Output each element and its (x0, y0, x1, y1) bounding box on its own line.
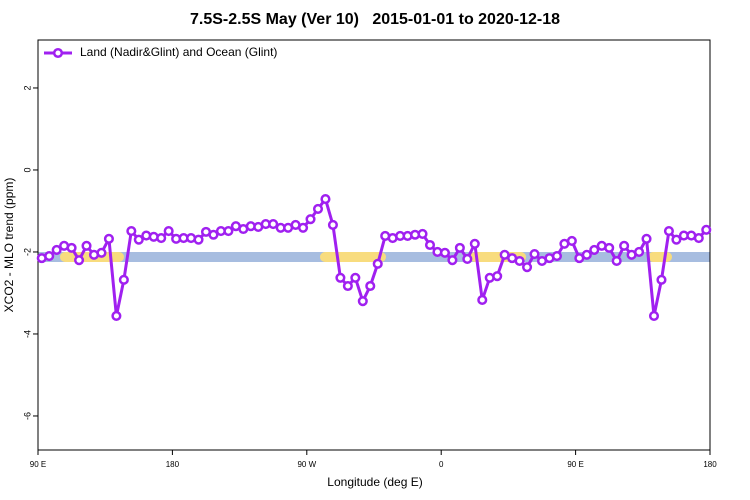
x-tick-label: 90 W (297, 460, 316, 469)
data-point (656, 274, 667, 285)
data-point (589, 244, 600, 255)
x-tick-label: 0 (439, 460, 444, 469)
data-point (447, 255, 458, 266)
y-tick-label: -6 (22, 412, 32, 420)
data-point (462, 253, 473, 264)
data-point (424, 239, 436, 251)
data-point (342, 280, 353, 292)
data-point (492, 271, 503, 282)
data-point (118, 274, 129, 285)
data-point (156, 232, 167, 244)
data-point (581, 249, 592, 260)
data-point (208, 229, 219, 240)
y-tick-label: -2 (22, 248, 32, 256)
x-tick-label: 90 E (567, 460, 583, 469)
data-point (327, 219, 338, 230)
chart-title: 7.5S-2.5S May (Ver 10) 2015-01-01 to 202… (190, 11, 560, 28)
data-point (551, 251, 562, 262)
plot-frame (37, 39, 711, 451)
data-point (417, 228, 428, 239)
data-point (701, 224, 712, 235)
data-point (268, 219, 279, 230)
data-point (663, 226, 674, 237)
data-point (357, 296, 368, 307)
data-point (305, 214, 316, 225)
data-point (522, 262, 533, 273)
data-point (51, 244, 62, 255)
data-point (611, 255, 622, 267)
data-point (477, 294, 488, 305)
data-point (350, 272, 361, 283)
legend-marker (52, 47, 64, 59)
data-point (193, 234, 204, 245)
data-point (96, 247, 107, 258)
y-tick-label: -4 (22, 330, 32, 338)
data-point (372, 258, 383, 269)
data-point (648, 310, 660, 321)
y-tick-label: 0 (22, 167, 32, 172)
data-point (133, 234, 144, 245)
data-point (74, 255, 85, 266)
data-point (44, 251, 55, 262)
legend-label: Land (Nadir&Glint) and Ocean (Glint) (80, 45, 277, 59)
data-point (439, 247, 450, 258)
x-axis-label: Longitude (deg E) (327, 475, 422, 489)
data-point (312, 203, 324, 214)
data-point (604, 242, 615, 253)
data-point (298, 222, 309, 233)
data-point (365, 280, 376, 292)
data-point (126, 226, 137, 237)
data-point (335, 272, 346, 283)
data-point (529, 248, 540, 260)
data-point (111, 310, 122, 321)
data-point (469, 238, 480, 249)
data-point (66, 242, 77, 253)
y-tick-label: 2 (22, 85, 32, 90)
data-point (634, 246, 645, 258)
data-point (454, 242, 465, 253)
y-axis-label: XCO2 - MLO trend (ppm) (2, 178, 16, 313)
data-point (671, 234, 682, 245)
data-point (514, 255, 525, 267)
data-point (103, 233, 114, 244)
data-point (619, 240, 630, 251)
data-point (693, 232, 704, 244)
data-point (81, 240, 92, 251)
data-point (223, 226, 234, 237)
data-point (641, 233, 652, 244)
x-tick-label: 180 (703, 460, 717, 469)
data-point (163, 226, 174, 237)
x-tick-label: 180 (166, 460, 180, 469)
x-tick-label: 90 E (30, 460, 46, 469)
data-point (566, 235, 577, 246)
data-point (320, 194, 331, 205)
